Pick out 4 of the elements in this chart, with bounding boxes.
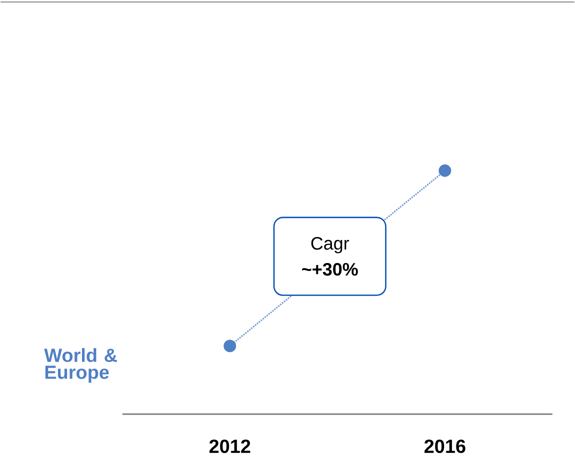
x-tick-label: 2016: [424, 440, 466, 454]
text: World & Europe: [44, 348, 117, 383]
x-tick-label: 2012: [209, 440, 250, 454]
annotation: Cagr ~+30%: [302, 236, 358, 276]
